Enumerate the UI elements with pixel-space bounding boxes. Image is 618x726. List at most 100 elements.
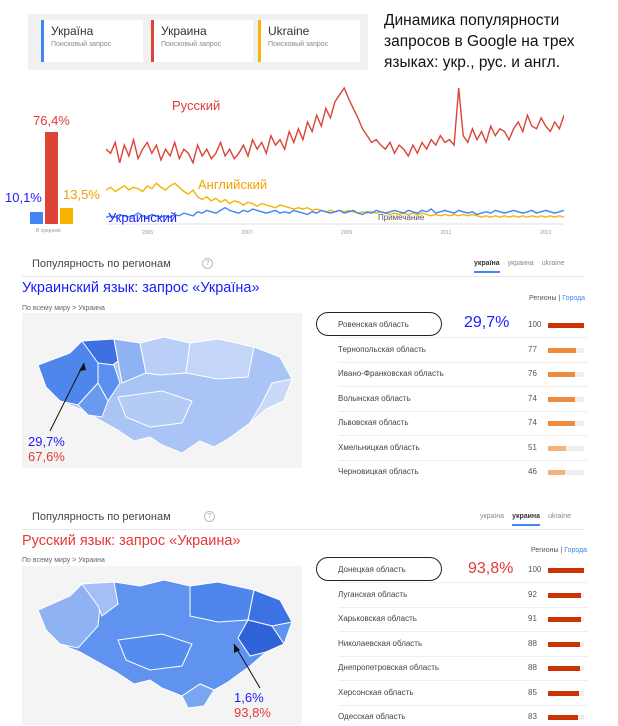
region-bar-track [548, 470, 584, 475]
series-label-russian: Русский [172, 98, 221, 113]
region-bar-track [548, 617, 584, 622]
region-row[interactable]: Николаевская область 88 [338, 639, 588, 653]
region-row[interactable]: Львовская область 74 [338, 418, 588, 432]
region-bar [548, 617, 581, 622]
row-divider [338, 361, 588, 363]
region-row[interactable]: Ивано-Франковская область 76 [338, 369, 588, 383]
help-icon[interactable]: ? [202, 258, 213, 269]
search-terms-bar: Україна Поисковый запрос Украина Поисков… [28, 14, 368, 70]
row-divider [338, 435, 588, 437]
region-bar-track [548, 690, 584, 696]
region-bar-track [548, 641, 584, 647]
row-divider [338, 655, 588, 657]
region-row[interactable]: Черновицкая область 46 [338, 467, 588, 481]
region-name: Донецкая область [338, 565, 406, 574]
map-arrow [233, 643, 261, 689]
help-icon[interactable]: ? [204, 511, 215, 522]
map-regions [37, 579, 293, 709]
region-bar-track [548, 445, 584, 451]
region-bar [548, 372, 576, 377]
region-row[interactable]: Волынская область 74 [338, 394, 588, 408]
row-divider [338, 606, 588, 608]
region-bar [548, 715, 578, 720]
breadcrumb[interactable]: По всему миру > Украина [22, 305, 105, 312]
region-value: 46 [528, 467, 537, 476]
map-note-share-ru: 67,6% [28, 449, 65, 464]
region-row[interactable]: Тернопольская область 77 [338, 345, 588, 359]
region-bar-track [548, 666, 584, 671]
cities-link[interactable]: Города [562, 295, 586, 302]
region-bar-track [548, 715, 584, 720]
term-card-russian[interactable]: Украина Поисковый запрос [151, 20, 253, 62]
tab-ukraina-ru[interactable]: украина [512, 513, 541, 526]
x-tick-label: 2007 [242, 230, 253, 236]
regions-link[interactable]: Регионы [531, 547, 559, 554]
tab-ukraine-en[interactable]: ukraine [548, 513, 572, 520]
region-value: 100 [528, 320, 542, 329]
ukraine-map-1[interactable]: 29,7% 67,6% [22, 313, 302, 468]
switch-separator: | [558, 295, 561, 302]
region-row[interactable]: Днепропетровская область 88 [338, 663, 588, 677]
region-bar-track [548, 347, 584, 353]
breadcrumb[interactable]: По всему миру > Украина [22, 557, 105, 564]
region-value: 85 [528, 687, 537, 697]
term-card-english[interactable]: Ukraine Поисковый запрос [258, 20, 360, 62]
x-tick-label: 2013 [540, 230, 551, 236]
region-row[interactable]: Ровенская область 100 [338, 320, 588, 334]
term-label: Україна [51, 24, 94, 38]
region-value: 92 [528, 589, 537, 599]
tab-ukraina-ua[interactable]: україна [480, 513, 505, 520]
tab-ukraine-en[interactable]: ukraine [541, 260, 565, 267]
average-bar [30, 212, 43, 224]
region-bar-track [548, 323, 584, 328]
region-name: Тернопольская область [338, 344, 426, 354]
region-value: 74 [528, 418, 537, 427]
average-bars [30, 80, 80, 224]
row-divider [338, 704, 588, 706]
map-regions [37, 336, 293, 454]
row-divider [338, 337, 588, 339]
region-bar [548, 690, 579, 696]
region-row[interactable]: Хмельницкая область 51 [338, 443, 588, 457]
region-bar [548, 666, 580, 671]
term-card-ukrainian[interactable]: Україна Поисковый запрос [41, 20, 143, 62]
region-name: Ровенская область [338, 320, 409, 329]
avg-label-russian: 76,4% [33, 113, 70, 128]
map-arrow [49, 362, 86, 432]
term-sub: Поисковый запрос [51, 41, 112, 48]
region-row[interactable]: Луганская область 92 [338, 590, 588, 604]
region-row[interactable]: Харьковская область 91 [338, 614, 588, 628]
series-label-english: Английский [198, 177, 268, 192]
avg-label-english: 13,5% [63, 187, 100, 202]
region-bar [548, 347, 576, 353]
region-bar [548, 323, 584, 328]
tab-ukraina-ru[interactable]: украина [507, 260, 534, 267]
region-name: Ивано-Франковская область [338, 369, 444, 378]
average-bar [45, 132, 58, 224]
regions-section-header-2: Популярность по регионам ? україна украин… [22, 507, 584, 530]
region-name: Херсонская область [338, 687, 414, 697]
x-tick-label: 2011 [441, 230, 452, 236]
region-name: Львовская область [338, 418, 409, 427]
cities-link[interactable]: Города [564, 547, 588, 554]
region-name: Харьковская область [338, 614, 417, 623]
region-name: Хмельницкая область [338, 442, 420, 452]
row-divider [338, 410, 588, 412]
language-title: Украинский язык: запрос «Україна» [22, 280, 260, 296]
tab-ukraina-ua[interactable]: україна [474, 260, 500, 273]
switch-separator: | [560, 547, 563, 554]
region-bar-track [548, 396, 584, 402]
highlight-oval [316, 312, 442, 336]
row-divider [338, 386, 588, 388]
regions-link[interactable]: Регионы [529, 295, 557, 302]
ukraine-map-2[interactable]: 1,6% 93,8% [22, 566, 302, 725]
section-title: Популярность по регионам [32, 258, 171, 270]
region-row[interactable]: Херсонская область 85 [338, 688, 588, 702]
region-row[interactable]: Одесская область 83 [338, 712, 588, 726]
interest-chart: 76,4% 10,1% 13,5% В среднем 2005 2007 2009… [0, 80, 618, 240]
region-bar [548, 568, 584, 573]
region-row[interactable]: Донецкая область 100 [338, 565, 588, 579]
term-sub: Поисковый запрос [268, 41, 329, 48]
region-bar-track [548, 421, 584, 426]
term-tabs: україна украина ukraine [480, 513, 579, 526]
